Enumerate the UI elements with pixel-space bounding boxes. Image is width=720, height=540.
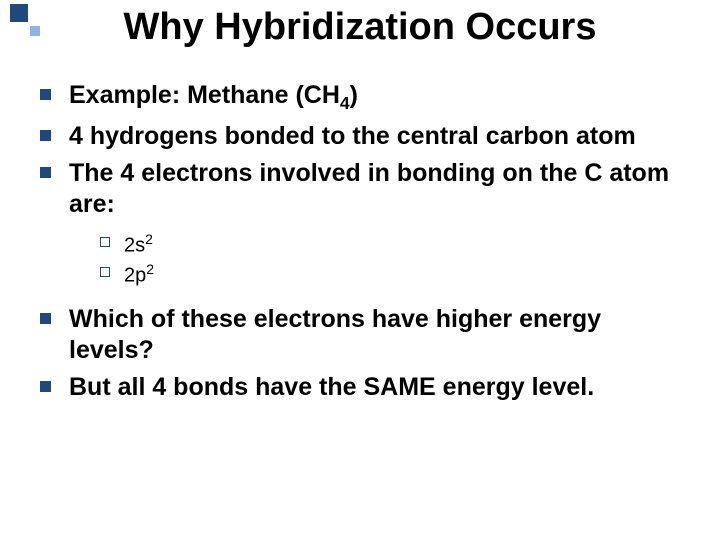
sub-bullet-item: 2s2	[100, 231, 690, 258]
sub-bullet-text: 2p2	[124, 261, 154, 288]
filled-square-icon	[40, 381, 51, 392]
sub-bullet-group: 2s2 2p2	[100, 231, 690, 288]
bullet-item: Example: Methane (CH4)	[40, 80, 690, 115]
sub-bullet-item: 2p2	[100, 261, 690, 288]
bullet-item: 4 hydrogens bonded to the central carbon…	[40, 121, 690, 152]
open-square-icon	[100, 237, 110, 247]
filled-square-icon	[40, 89, 51, 100]
open-square-icon	[100, 267, 110, 277]
bullet-item: The 4 electrons involved in bonding on t…	[40, 158, 690, 221]
bullet-text: The 4 electrons involved in bonding on t…	[69, 158, 690, 221]
filled-square-icon	[40, 167, 51, 178]
bullet-text: Which of these electrons have higher ene…	[69, 304, 690, 367]
sub-bullet-text: 2s2	[124, 231, 153, 258]
filled-square-icon	[40, 130, 51, 141]
bullet-item: But all 4 bonds have the SAME energy lev…	[40, 372, 690, 403]
bullet-text: Example: Methane (CH4)	[69, 80, 358, 115]
slide-title: Why Hybridization Occurs	[0, 6, 720, 49]
slide-content: Example: Methane (CH4) 4 hydrogens bonde…	[40, 80, 690, 410]
bullet-text: But all 4 bonds have the SAME energy lev…	[69, 372, 594, 403]
filled-square-icon	[40, 313, 51, 324]
bullet-text: 4 hydrogens bonded to the central carbon…	[69, 121, 636, 152]
bullet-item: Which of these electrons have higher ene…	[40, 304, 690, 367]
